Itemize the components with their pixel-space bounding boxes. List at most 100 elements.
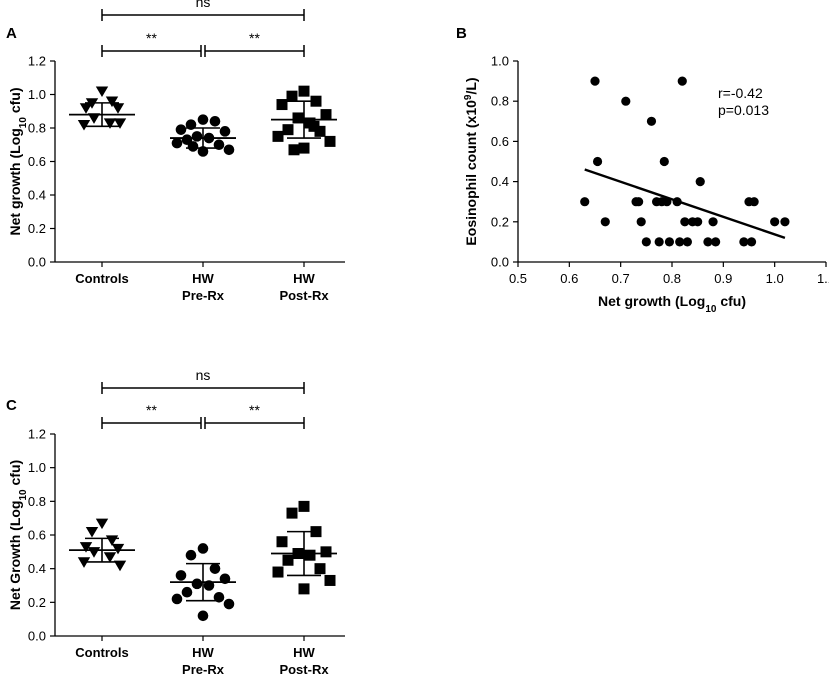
x-tick-label: 0.7: [612, 271, 630, 286]
data-point: [209, 563, 221, 574]
data-point: [746, 237, 757, 247]
data-point: [739, 237, 749, 247]
y-tick-label: 0.0: [28, 255, 46, 270]
data-point: [282, 124, 294, 136]
data-point: [197, 114, 209, 125]
data-point: [592, 156, 603, 167]
y-tick-label: 1.0: [28, 87, 46, 102]
x-tick-label: HW Post-Rx: [279, 645, 329, 676]
data-point: [324, 135, 336, 147]
x-tick-label: 0.6: [560, 271, 578, 286]
data-point: [103, 552, 117, 563]
data-point: [659, 156, 669, 167]
data-point: [314, 563, 326, 575]
panel-b: B 0.0 0.2 0.4 0.6 0.8 1.0 0.5 0.6 0.7 0.8 0.9 1.0 1.1…: [456, 25, 829, 315]
x-tick-label: 1.1: [817, 271, 829, 286]
y-tick-label: 1.0: [28, 460, 46, 475]
data-point: [314, 125, 326, 137]
y-tick-label: 1.2: [28, 54, 46, 69]
data-point: [85, 526, 99, 538]
data-point: [286, 90, 298, 102]
data-point: [693, 217, 703, 227]
data-point: [187, 141, 199, 152]
data-point: [282, 554, 294, 566]
y-tick-label: 1.0: [491, 54, 509, 69]
y-tick-label: 1.2: [28, 427, 46, 442]
data-point: [175, 124, 187, 135]
data-point: [664, 237, 675, 247]
data-point: [680, 217, 690, 227]
data-point: [600, 217, 610, 227]
data-point: [209, 116, 221, 127]
data-point: [223, 144, 235, 156]
data-point: [79, 542, 93, 553]
data-point: [197, 610, 209, 622]
y-axis-title: Net Growth (Log10 cfu): [7, 460, 29, 610]
x-tick-label: 0.5: [509, 271, 527, 286]
data-point: [197, 543, 209, 554]
data-point: [95, 518, 109, 530]
data-point: [711, 237, 721, 247]
correlation-stat: p=0.013: [718, 102, 769, 118]
data-point: [695, 177, 705, 187]
data-point: [677, 76, 687, 86]
data-point: [191, 131, 203, 142]
data-point: [682, 237, 693, 247]
x-tick-label: HW Post-Rx: [279, 271, 329, 303]
data-point: [320, 109, 332, 121]
data-point: [636, 217, 646, 227]
data-point: [708, 217, 718, 227]
data-point: [324, 574, 336, 586]
data-point: [113, 118, 127, 129]
y-tick-label: 0.4: [491, 174, 509, 189]
data-point: [646, 116, 657, 126]
data-point: [77, 557, 91, 568]
data-point: [308, 120, 320, 132]
data-point: [171, 137, 183, 149]
data-point: [298, 500, 310, 512]
y-tick-label: 0.8: [491, 94, 509, 109]
x-tick-label: 0.8: [663, 271, 681, 286]
significance-label: **: [146, 402, 157, 418]
data-point: [87, 113, 101, 124]
data-point: [223, 598, 235, 610]
significance-label: **: [146, 30, 157, 46]
data-point: [286, 507, 298, 519]
data-point: [219, 126, 231, 137]
y-tick-label: 0.6: [491, 134, 509, 149]
data-point: [641, 237, 651, 247]
significance-label: ns: [196, 0, 211, 10]
data-point: [304, 549, 316, 561]
data-point: [276, 536, 288, 548]
y-tick-label: 0.4: [28, 561, 46, 576]
panel-c: C 0.0 0.2 0.4 0.6 0.8 1.0 1.2 Controls HW Pre-Rx HW…: [6, 367, 345, 676]
data-point: [703, 237, 713, 247]
y-tick-label: 0.2: [28, 595, 46, 610]
data-point: [105, 96, 119, 108]
x-tick-label: HW Pre-Rx: [182, 271, 225, 303]
data-point: [87, 547, 101, 558]
significance-label: **: [249, 30, 260, 46]
y-tick-label: 0.2: [491, 214, 509, 229]
panel-letter: B: [456, 25, 467, 42]
data-point: [292, 112, 304, 124]
y-tick-label: 0.0: [28, 629, 46, 644]
y-tick-label: 0.6: [28, 528, 46, 543]
y-tick-label: 0.4: [28, 188, 46, 203]
data-point: [113, 560, 127, 572]
data-point: [111, 103, 125, 114]
data-point: [749, 197, 759, 207]
y-axis-title: Eosinophil count (x109/L): [463, 77, 480, 245]
x-tick-label: HW Pre-Rx: [182, 645, 225, 676]
panel-letter: C: [6, 397, 17, 414]
data-point: [95, 86, 109, 98]
data-point: [320, 546, 332, 558]
data-point: [79, 103, 93, 114]
data-point: [191, 578, 203, 590]
panel-letter: A: [6, 25, 17, 42]
data-point: [288, 144, 300, 156]
data-point: [298, 142, 310, 154]
y-tick-label: 0.8: [28, 121, 46, 136]
x-tick-label: Controls: [75, 271, 128, 286]
